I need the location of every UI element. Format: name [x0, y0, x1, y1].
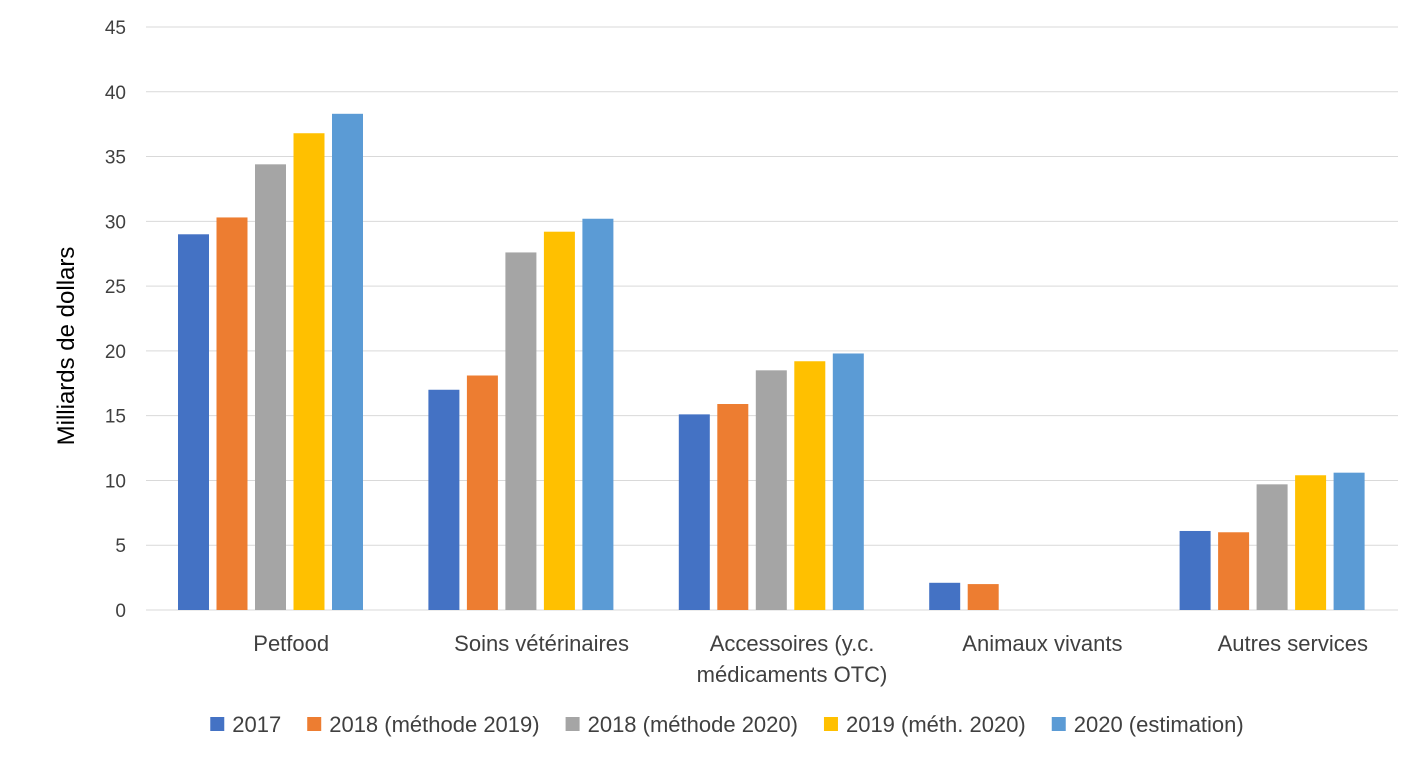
- legend-swatch: [307, 717, 322, 731]
- bar: [543, 231, 575, 610]
- bar: [755, 370, 787, 610]
- y-axis-ticks: 0 5 10 15 20 25 30 35 40 45: [105, 18, 126, 622]
- bar: [178, 234, 209, 611]
- legend-label: 2020 (estimation): [1074, 712, 1244, 737]
- bar: [929, 582, 961, 610]
- bar: [1333, 472, 1365, 610]
- x-category-label: Petfood: [253, 631, 329, 656]
- bar: [293, 133, 325, 611]
- y-tick-label: 30: [105, 212, 126, 233]
- legend-swatch: [1051, 717, 1066, 731]
- x-category-label: Autres services: [1218, 631, 1368, 656]
- legend-label: 2018 (méthode 2019): [329, 712, 539, 737]
- bar: [216, 217, 248, 611]
- bar: [678, 414, 710, 610]
- bar: [1295, 475, 1327, 610]
- legend: 2017 2018 (méthode 2019) 2018 (méthode 202…: [210, 712, 1244, 737]
- legend-swatch: [210, 717, 225, 731]
- bars: [178, 113, 1365, 611]
- y-tick-label: 35: [105, 148, 126, 169]
- bar: [428, 389, 460, 610]
- bar: [255, 164, 286, 610]
- bar: [717, 404, 749, 610]
- bar: [967, 584, 999, 610]
- bar: [466, 375, 498, 610]
- bar: [794, 361, 826, 610]
- x-category-label: Animaux vivants: [962, 631, 1122, 656]
- bar: [1179, 530, 1211, 610]
- bar: [332, 113, 363, 611]
- y-tick-label: 10: [105, 471, 126, 492]
- y-tick-label: 25: [105, 277, 126, 298]
- legend-label: 2017: [232, 712, 281, 737]
- bar: [832, 353, 864, 610]
- y-tick-label: 0: [115, 601, 126, 622]
- legend-label: 2018 (méthode 2020): [588, 712, 798, 737]
- y-tick-label: 40: [105, 83, 126, 104]
- bar: [1256, 484, 1288, 610]
- bar: [505, 252, 537, 610]
- y-tick-label: 5: [115, 536, 126, 557]
- y-axis-title: Milliards de dollars: [53, 247, 80, 446]
- bar: [1218, 532, 1250, 610]
- legend-label: 2019 (méth. 2020): [846, 712, 1026, 737]
- x-axis-category-labels: Petfood Soins vétérinaires Accessoires (y.…: [253, 631, 1368, 687]
- x-category-label: médicaments OTC): [697, 662, 888, 687]
- bar: [582, 218, 614, 610]
- x-category-label: Soins vétérinaires: [454, 631, 629, 656]
- legend-swatch: [823, 717, 838, 731]
- y-tick-label: 20: [105, 342, 126, 363]
- y-tick-label: 45: [105, 18, 126, 39]
- legend-swatch: [565, 717, 580, 731]
- x-category-label: Accessoires (y.c.: [710, 631, 875, 656]
- y-tick-label: 15: [105, 407, 126, 428]
